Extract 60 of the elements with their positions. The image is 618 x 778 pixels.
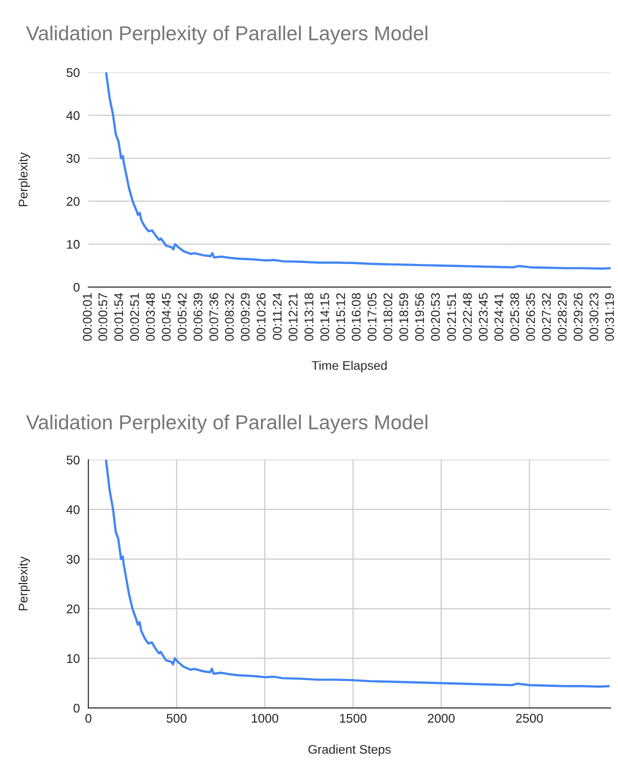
y-tick-label: 30 [66,154,80,163]
x-tick-label: 00:17:05 [368,293,376,341]
y-tick-label: 0 [74,282,80,292]
y-tick-label: 30 [66,554,80,564]
x-tick-label: 00:03:48 [146,293,155,341]
x-tick-label: 0 [85,714,92,723]
x-tick-label: 00:18:02 [383,293,392,341]
x-tick-label: 00:01:54 [114,293,124,341]
x-tick-label: 00:09:29 [240,293,250,341]
x-tick-label: 00:29:26 [574,293,583,341]
x-tick-label: 00:08:32 [224,293,234,341]
x-tick-label: 00:28:29 [558,293,567,341]
x-axis-title: Gradient Steps [308,744,391,756]
x-tick-label: 1000 [252,714,278,723]
x-tick-label: 00:20:53 [431,293,440,341]
x-tick-label: 00:05:42 [178,293,187,341]
x-tick-label: 00:13:18 [304,293,314,341]
x-tick-label: 00:25:38 [510,293,520,341]
y-axis-title: Perplexity [18,152,30,206]
x-tick-label: 00:15:12 [336,293,346,341]
x-tick-label: 00:19:56 [415,293,424,341]
x-tick-label: 00:30:23 [590,293,598,341]
x-tick-label: 00:00:57 [98,293,108,341]
y-tick-label: 20 [66,196,80,206]
line-series [105,72,611,270]
x-tick-label: 00:18:59 [399,293,408,341]
x-tick-label: 00:26:35 [526,293,535,341]
x-tick-label: 00:16:08 [352,293,361,341]
x-tick-label: 00:12:21 [288,293,298,341]
x-tick-label: 00:07:36 [209,293,218,341]
chart-title: Validation Perplexity of Parallel Layers Model [26,26,428,44]
x-tick-label: 00:02:51 [130,293,139,341]
y-tick-label: 10 [67,654,80,663]
x-tick-label: 00:06:39 [194,293,202,341]
x-tick-label: 1500 [340,714,366,723]
x-tick-label: 00:23:45 [478,293,488,341]
x-tick-label: 2000 [428,714,455,723]
chart-title: Validation Perplexity of Parallel Layers Model [26,414,428,434]
x-tick-label: 00:22:48 [463,293,472,341]
x-tick-label: 00:11:24 [272,293,282,340]
x-tick-label: 00:10:26 [256,293,266,341]
x-tick-label: 2500 [516,714,543,723]
y-tick-label: 20 [66,604,80,614]
y-tick-label: 40 [66,505,80,514]
x-tick-label: 00:24:41 [494,293,504,341]
y-tick-label: 0 [74,704,80,713]
x-tick-label: 00:31:19 [605,293,614,341]
y-tick-label: 50 [66,68,80,78]
x-tick-label: 00:00:01 [82,293,92,341]
x-axis-title: Time Elapsed [312,360,387,372]
line-series [104,460,610,688]
y-tick-label: 10 [67,240,80,249]
x-tick-label: 00:14:15 [320,293,330,341]
y-tick-label: 50 [66,456,80,464]
y-axis-title: Perplexity [18,556,30,610]
x-tick-label: 00:21:51 [447,293,456,341]
x-tick-label: 00:27:32 [542,293,551,341]
y-tick-label: 40 [66,111,80,120]
x-tick-label: 500 [166,714,187,723]
x-tick-label: 00:04:45 [162,293,171,341]
